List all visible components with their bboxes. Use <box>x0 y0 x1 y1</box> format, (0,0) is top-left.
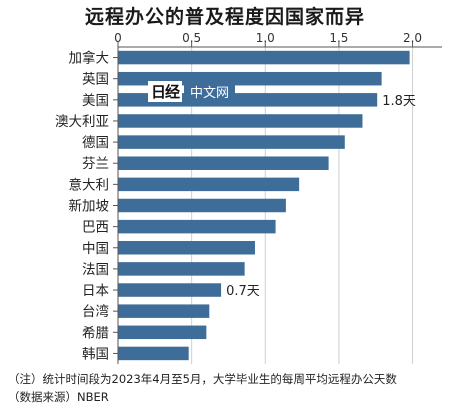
bar <box>118 50 410 65</box>
category-label: 韩国 <box>82 346 109 362</box>
bar <box>118 177 300 192</box>
axis-layer: 0 0.5 1.0 1.5 2.0 <box>113 31 442 364</box>
bar <box>118 71 382 86</box>
category-label: 澳大利亚 <box>55 114 109 130</box>
bar-layer <box>118 50 410 361</box>
category-label: 法国 <box>82 262 109 278</box>
category-label: 芬兰 <box>82 156 109 172</box>
note-line: （注）统计时间段为2023年4月至5月，大学毕业生的每周平均远程办公天数 <box>8 372 397 386</box>
category-label: 德国 <box>82 135 109 151</box>
category-label: 美国 <box>82 93 109 109</box>
category-label: 英国 <box>82 71 109 88</box>
source-line: （数据来源）NBER <box>8 390 109 404</box>
x-tick-label: 1.0 <box>256 31 275 45</box>
x-tick-label: 1.5 <box>329 31 348 45</box>
category-label: 巴西 <box>82 220 109 236</box>
footnotes: （注）统计时间段为2023年4月至5月，大学毕业生的每周平均远程办公天数 （数据… <box>8 370 448 406</box>
bar <box>118 135 345 149</box>
category-label: 加拿大 <box>69 50 110 67</box>
bar <box>118 156 329 170</box>
bar <box>118 198 286 213</box>
bar-chart: 0 0.5 1.0 1.5 2.0 加拿大英国美国澳大利亚德国芬兰意大利新加坡巴西中国法… <box>55 31 442 364</box>
watermark: 日经 中文网 <box>148 80 236 102</box>
bar <box>118 262 245 276</box>
bar <box>118 304 210 318</box>
data-label: 1.8天 <box>382 94 416 109</box>
bar <box>118 325 207 340</box>
bar <box>118 219 276 234</box>
watermark-logo: 日经 <box>148 80 183 102</box>
category-label: 意大利 <box>69 176 110 193</box>
x-tick-label: 2.0 <box>403 31 422 45</box>
category-label: 中国 <box>82 241 109 257</box>
bar <box>118 283 222 297</box>
data-label: 0.7天 <box>226 284 260 299</box>
category-label: 日本 <box>82 283 109 299</box>
x-tick-label: 0 <box>114 31 122 45</box>
bar <box>118 241 255 255</box>
category-label: 希腊 <box>82 325 109 341</box>
bar <box>118 114 363 128</box>
x-tick-label: 0.5 <box>182 31 201 45</box>
bar <box>118 346 189 361</box>
watermark-text: 中文网 <box>184 80 236 102</box>
chart-title: 远程办公的普及程度因国家而异 <box>84 6 365 28</box>
bar <box>118 93 378 107</box>
category-label: 新加坡 <box>69 199 110 215</box>
category-label: 台湾 <box>82 303 109 320</box>
